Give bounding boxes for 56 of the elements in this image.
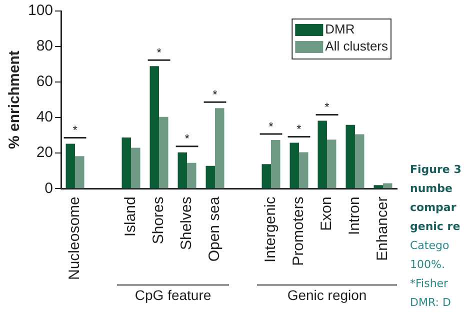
bar xyxy=(122,137,132,188)
bar xyxy=(290,142,300,188)
bar xyxy=(383,183,392,188)
bar xyxy=(178,152,188,188)
bar xyxy=(187,162,196,188)
annotation: * xyxy=(156,45,162,60)
bar xyxy=(355,134,364,188)
text: *Fisher xyxy=(410,276,450,292)
x-tick-label: Intergenic xyxy=(262,196,280,263)
y-tick-label: 60 xyxy=(36,73,54,90)
bar xyxy=(327,140,336,188)
annotation: * xyxy=(212,87,218,102)
y-tick-label: 0 xyxy=(44,180,54,197)
y-tick-label: 40 xyxy=(36,108,54,126)
text: CpG feature xyxy=(134,286,212,303)
x-tick-label: Intron xyxy=(346,196,364,235)
x-tick-label: Open sea xyxy=(206,196,224,262)
annotation: * xyxy=(324,100,330,114)
caption: Figure 3 xyxy=(410,162,462,178)
x-tick-label: Shores xyxy=(150,196,168,244)
bar xyxy=(66,144,76,188)
x-tick-label: Island xyxy=(122,196,140,237)
bar xyxy=(374,185,383,188)
x-tick-label: Nucleosome xyxy=(66,196,84,280)
x-tick-label: Enhancer xyxy=(374,196,392,261)
y-tick-label: 100 xyxy=(28,2,54,20)
text: compar xyxy=(410,200,458,216)
bar xyxy=(271,140,280,188)
bar xyxy=(318,120,328,188)
annotation: * xyxy=(184,132,190,146)
bar xyxy=(299,152,308,188)
legend-label: All clusters xyxy=(325,38,388,54)
annotation: * xyxy=(72,123,78,137)
bar xyxy=(206,166,216,188)
text: Genic region xyxy=(287,286,367,303)
annotation: * xyxy=(296,122,302,136)
text: genic re xyxy=(410,219,462,235)
bar xyxy=(131,148,140,188)
annotation: * xyxy=(268,119,274,134)
bar xyxy=(215,108,224,188)
bar xyxy=(159,116,168,188)
x-tick-label: Shelves xyxy=(178,196,196,250)
bar xyxy=(75,156,84,188)
bar xyxy=(150,66,160,188)
y-tick-label: 20 xyxy=(36,144,54,162)
text: Catego xyxy=(410,238,450,254)
legend-label: DMR xyxy=(325,22,355,37)
text: DMR: D xyxy=(410,295,452,311)
bar xyxy=(262,164,272,188)
text: 100%. xyxy=(410,257,446,273)
bar xyxy=(346,124,356,188)
y-axis-title: % enrichment xyxy=(6,50,24,149)
y-tick-label: 80 xyxy=(36,38,54,55)
x-tick-label: Exon xyxy=(318,196,336,231)
x-tick-label: Promoters xyxy=(290,196,308,266)
text: numbe xyxy=(410,181,454,197)
